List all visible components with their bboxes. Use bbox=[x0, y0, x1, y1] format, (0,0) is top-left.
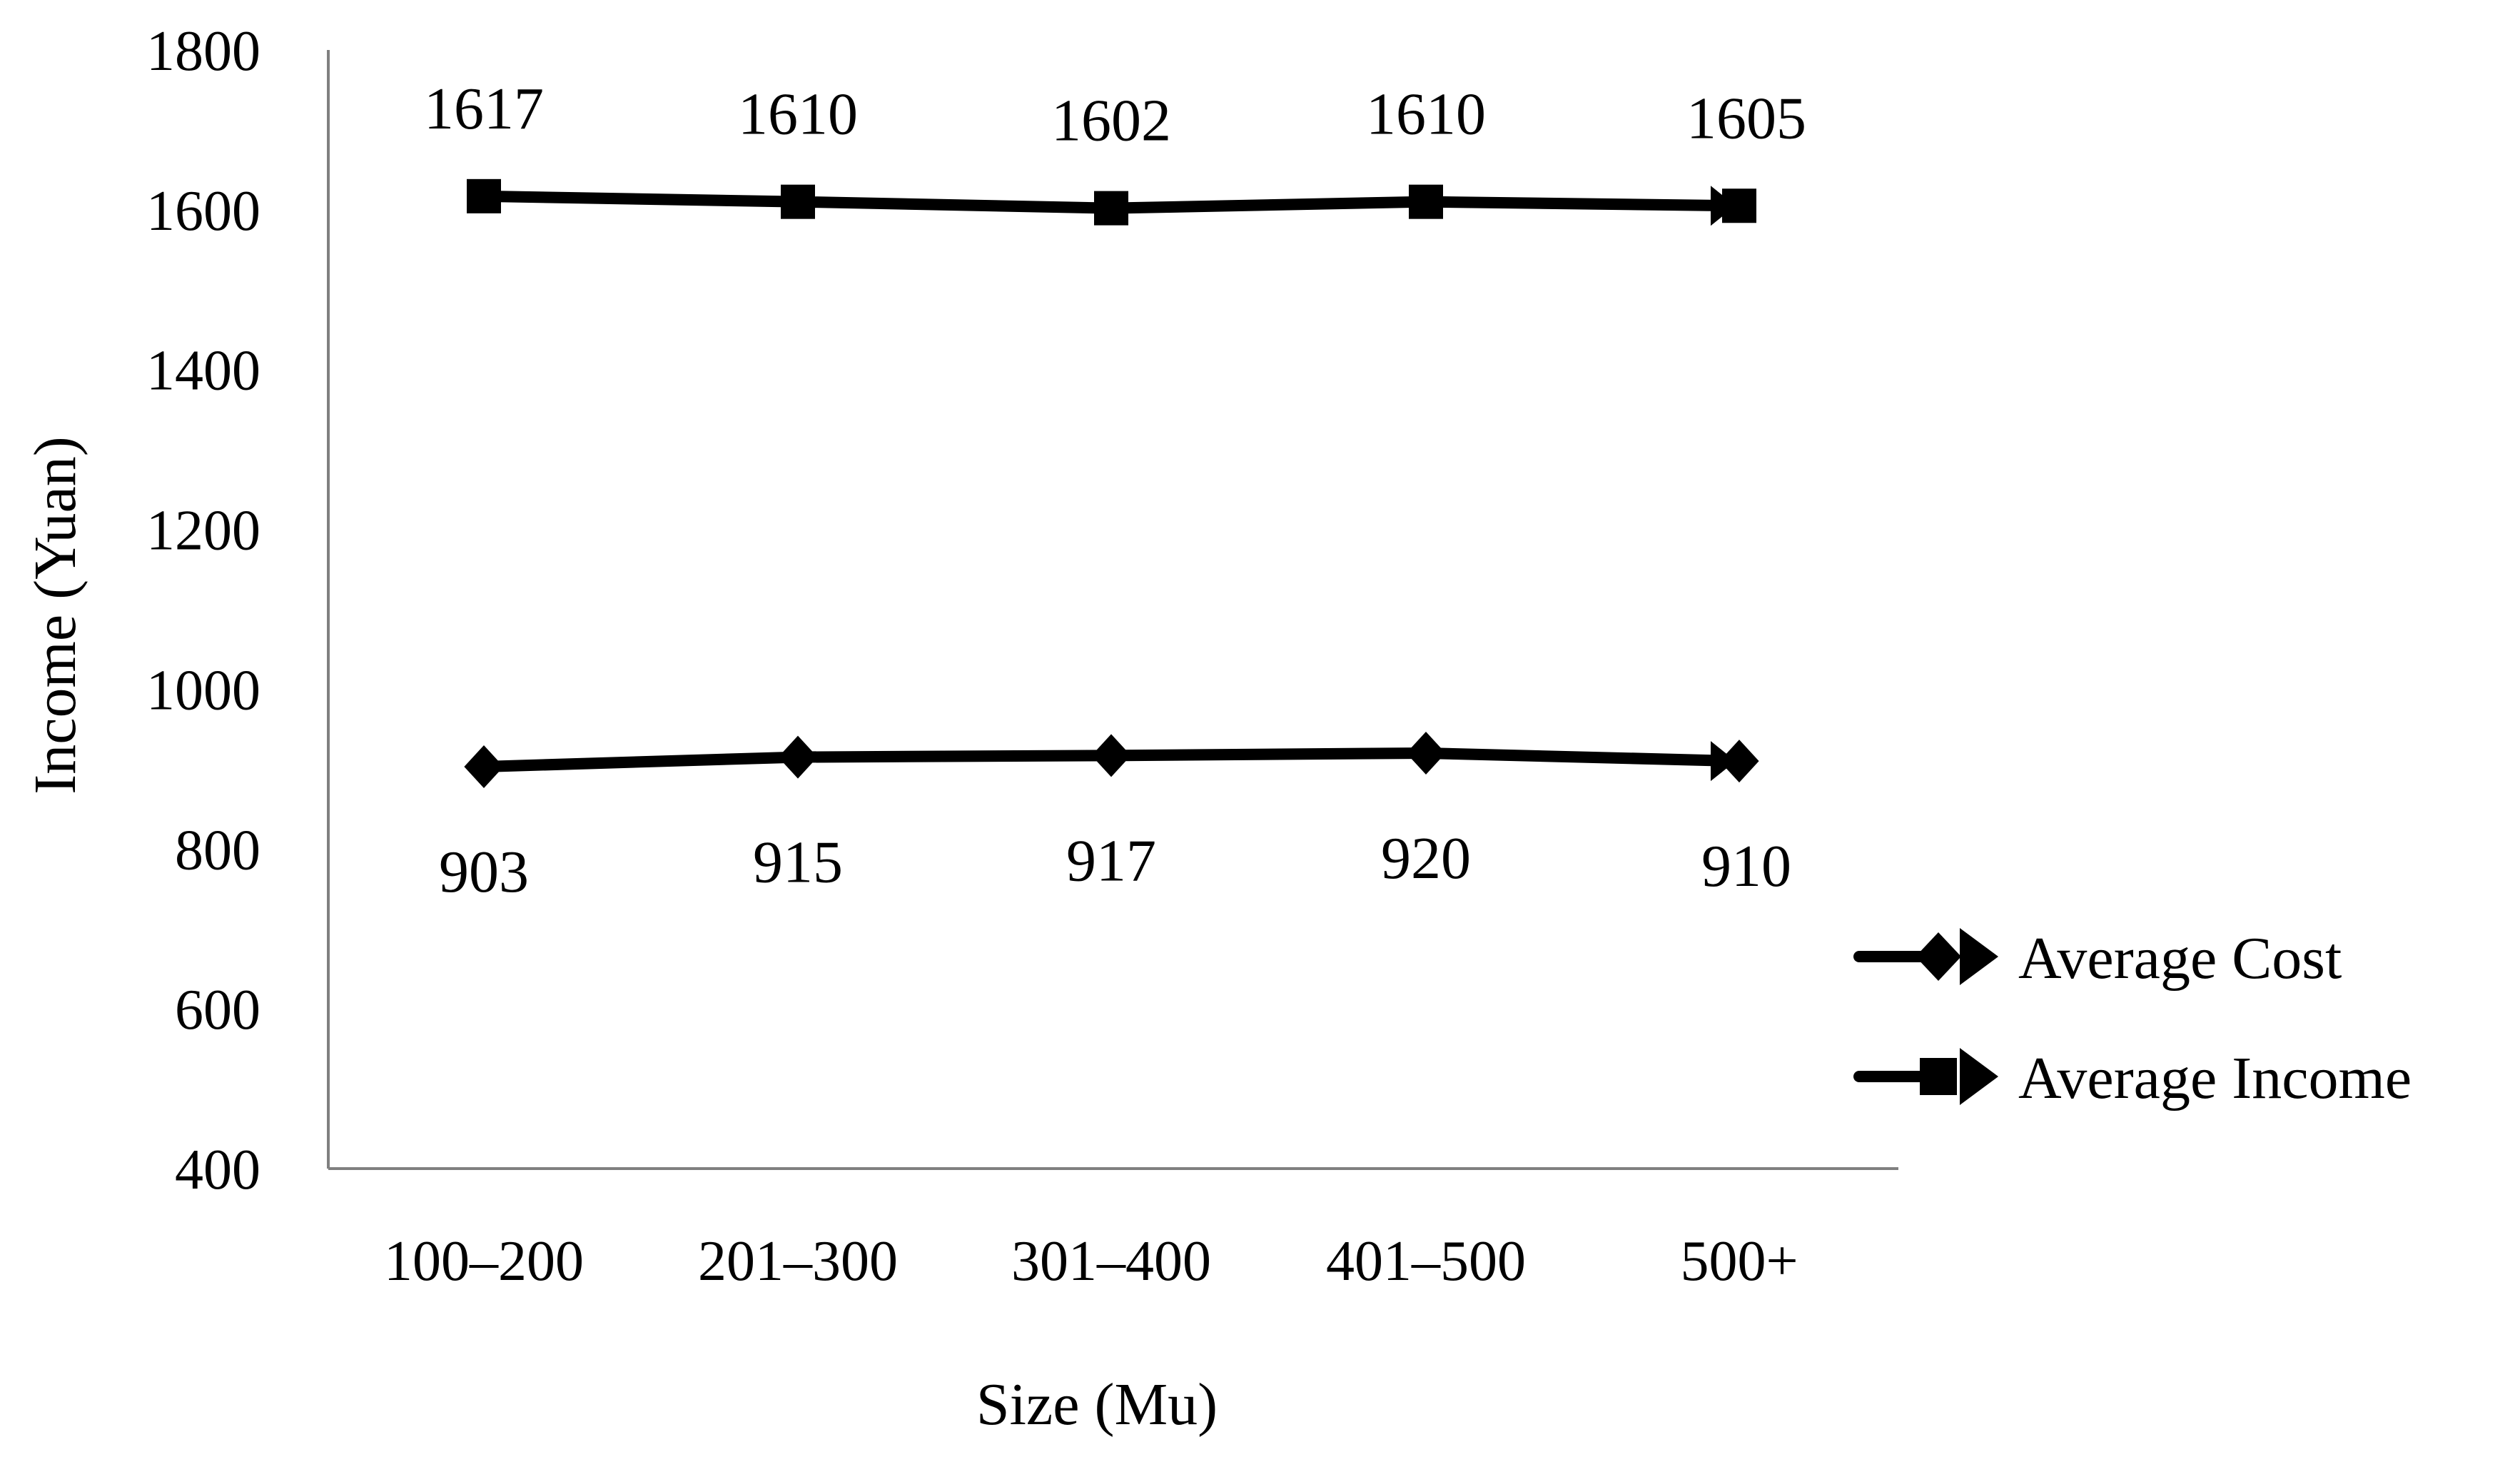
data-point-marker bbox=[778, 735, 818, 779]
y-tick-label: 400 bbox=[175, 1139, 260, 1201]
data-point-marker bbox=[467, 178, 501, 213]
data-label: 915 bbox=[753, 830, 843, 896]
data-point-marker bbox=[1409, 184, 1443, 219]
data-label: 910 bbox=[1701, 833, 1791, 899]
y-tick-label: 1600 bbox=[146, 180, 260, 243]
data-labels: 903 915 917 920 910 1617 1610 1602 1610 1605 bbox=[424, 76, 1806, 905]
x-tick-label: 100–200 bbox=[384, 1230, 584, 1293]
x-tick-label: 401–500 bbox=[1326, 1230, 1526, 1293]
x-axis-title: Size (Mu) bbox=[976, 1371, 1218, 1438]
y-tick-label: 800 bbox=[175, 819, 260, 882]
data-label: 920 bbox=[1381, 825, 1471, 892]
legend: Average Cost Average Income bbox=[1853, 925, 2412, 1111]
y-axis-title: Income (Yuan) bbox=[22, 436, 88, 794]
x-tick-label: 201–300 bbox=[698, 1230, 898, 1293]
y-tick-label: 1200 bbox=[146, 500, 260, 563]
data-point-marker bbox=[1091, 734, 1131, 777]
data-label: 1610 bbox=[738, 81, 858, 148]
data-point-marker bbox=[464, 745, 504, 788]
axes: 400 600 800 1000 1200 1400 1600 1800 100–200 201–… bbox=[146, 20, 1898, 1293]
legend-arrow-marker bbox=[1960, 928, 1998, 985]
y-tick-label: 600 bbox=[175, 979, 260, 1042]
y-tick-label: 1800 bbox=[146, 20, 260, 83]
legend-label: Average Cost bbox=[2018, 925, 2342, 992]
x-tick-label: 301–400 bbox=[1011, 1230, 1211, 1293]
legend-square-marker bbox=[1920, 1058, 1957, 1095]
series-markers bbox=[464, 178, 1759, 788]
legend-diamond-marker bbox=[1916, 932, 1961, 981]
series-end-arrow bbox=[1711, 186, 1736, 226]
series-end-arrow bbox=[1711, 741, 1736, 782]
data-label: 1610 bbox=[1366, 81, 1486, 148]
series-lines bbox=[483, 190, 1740, 772]
data-label: 917 bbox=[1066, 827, 1156, 894]
data-label: 903 bbox=[439, 839, 529, 905]
data-point-marker bbox=[781, 184, 815, 219]
data-label: 1617 bbox=[424, 76, 544, 142]
data-point-marker bbox=[1719, 740, 1759, 783]
y-tick-label: 1400 bbox=[146, 340, 260, 403]
data-point-marker bbox=[1094, 191, 1128, 226]
x-tick-label: 500+ bbox=[1680, 1230, 1798, 1293]
y-tick-label: 1000 bbox=[146, 659, 260, 722]
legend-arrow-marker bbox=[1960, 1048, 1998, 1105]
legend-label: Average Income bbox=[2018, 1045, 2412, 1111]
data-label: 1602 bbox=[1051, 88, 1171, 154]
data-label: 1605 bbox=[1686, 85, 1806, 151]
data-point-marker bbox=[1406, 731, 1446, 775]
